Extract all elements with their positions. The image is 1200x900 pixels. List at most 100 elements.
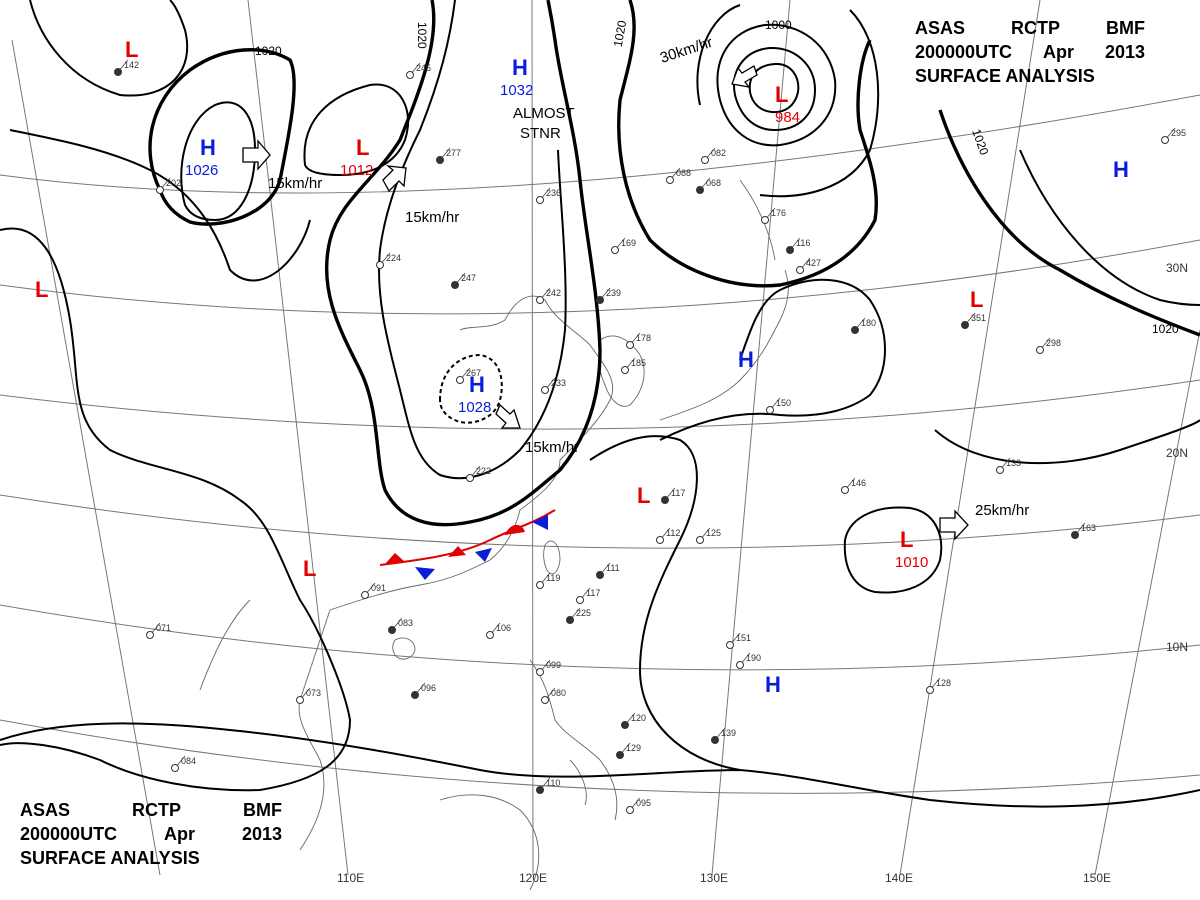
station-pressure-label: 202	[166, 178, 181, 188]
station-circle-icon	[361, 591, 369, 599]
motion-arrow-icon	[382, 165, 407, 193]
station-pressure-label: 142	[124, 60, 139, 70]
station-circle-icon	[406, 71, 414, 79]
pressure-systems: L H 1026 L 1012 H 1032 L 984 H L L H 102…	[35, 37, 1129, 697]
station-circle-icon	[536, 296, 544, 304]
office-label: BMF	[242, 800, 282, 820]
stationary-front	[379, 509, 556, 580]
datetime-label: 200000UTC	[915, 42, 1013, 62]
isobar-label: 1020	[255, 44, 282, 58]
coastline-taiwan	[543, 540, 561, 575]
isobar-line	[303, 83, 410, 177]
station-circle-icon	[851, 326, 859, 334]
isobar-line	[180, 101, 257, 222]
station-plot: 111	[596, 562, 620, 579]
station-pressure-label: 120	[631, 713, 646, 723]
station-plot: 267	[456, 367, 481, 384]
isobar-line	[9, 129, 311, 282]
station-plot: 128	[926, 677, 951, 694]
coastline-philippines	[529, 659, 618, 821]
station-plot: 224	[376, 252, 401, 269]
low-pressure-marker: L	[637, 483, 650, 508]
station-circle-icon	[576, 596, 584, 604]
graticule	[0, 0, 1200, 876]
station-circle-icon	[541, 696, 549, 704]
high-pressure-marker: H	[469, 372, 485, 397]
station-plot: 178	[626, 332, 651, 349]
station-circle-icon	[536, 668, 544, 676]
meridian-line	[711, 0, 791, 876]
station-pressure-label: 239	[606, 288, 621, 298]
longitude-label: 150E	[1083, 871, 1111, 885]
warm-front-symbol	[385, 553, 405, 564]
station-circle-icon	[696, 186, 704, 194]
parallel-line	[0, 719, 1200, 794]
motion-speed-label: 15km/hr	[405, 209, 459, 226]
station-circle-icon	[456, 376, 464, 384]
station-circle-icon	[621, 366, 629, 374]
office-label: BMF	[1105, 18, 1145, 38]
header-row-source: ASAS RCTP BMF	[20, 798, 282, 822]
station-plot: 233	[541, 377, 566, 394]
annotation-almost: ALMOST	[513, 105, 575, 122]
station-plot: 082	[701, 147, 726, 164]
isobar-line	[934, 419, 1200, 465]
station-plot: 133	[996, 457, 1021, 474]
high-pressure-value: 1026	[185, 162, 218, 179]
station-circle-icon	[761, 216, 769, 224]
isobar-line	[938, 109, 1200, 337]
station-pressure-label: 117	[586, 588, 600, 598]
station-plot: 096	[411, 682, 436, 699]
station-plot: 071	[146, 622, 171, 639]
station-circle-icon	[926, 686, 934, 694]
isobar-label: 1000	[765, 18, 792, 32]
station-pressure-label: 190	[746, 653, 761, 663]
station-plot: 298	[1036, 337, 1061, 354]
isobar-line	[716, 23, 837, 147]
low-pressure-marker: L	[775, 82, 788, 107]
station-circle-icon	[841, 486, 849, 494]
isobar-line	[696, 4, 880, 198]
header-row-time: 200000UTC Apr 2013	[915, 40, 1145, 64]
warm-front-symbol	[505, 524, 525, 535]
station-plot: 139	[711, 727, 736, 744]
station-circle-icon	[796, 266, 804, 274]
coordinate-labels: 110E 120E 130E 140E 150E 30N 20N 10N	[337, 261, 1188, 885]
low-pressure-marker: L	[970, 287, 983, 312]
station-circle-icon	[626, 341, 634, 349]
isobar-line	[617, 0, 879, 288]
station-plot: 222	[466, 465, 491, 482]
station-pressure-label: 150	[776, 398, 791, 408]
longitude-label: 140E	[885, 871, 913, 885]
year-label: 2013	[1104, 42, 1145, 62]
station-pressure-label: 084	[181, 756, 196, 766]
station-circle-icon	[536, 786, 544, 794]
motion-arrow-icon	[242, 139, 271, 171]
isobar-line	[324, 0, 602, 527]
station-plot: 125	[696, 527, 721, 544]
annotation-stnr: STNR	[520, 125, 561, 142]
station-pressure-label: 133	[1006, 458, 1021, 468]
station-pressure-label: 091	[371, 583, 386, 593]
station-circle-icon	[621, 721, 629, 729]
station-plot: 202	[156, 177, 181, 194]
station-pressure-label: 099	[546, 660, 561, 670]
parallel-line	[0, 239, 1200, 315]
station-plot: 225	[566, 607, 591, 624]
station-pressure-label: 295	[1171, 128, 1186, 138]
station-pressure-label: 178	[636, 333, 651, 343]
meridian-line	[531, 0, 534, 876]
station-pressure-label: 351	[971, 313, 986, 323]
station-circle-icon	[376, 261, 384, 269]
station-plot: 169	[611, 237, 636, 254]
station-circle-icon	[171, 764, 179, 772]
chart-title: SURFACE ANALYSIS	[20, 848, 200, 868]
motion-arrows	[242, 65, 969, 541]
station-label: RCTP	[132, 800, 181, 820]
station-circle-icon	[1036, 346, 1044, 354]
station-pressure-label: 224	[386, 253, 401, 263]
station-circle-icon	[486, 631, 494, 639]
station-plot: 190	[736, 652, 761, 669]
station-plot: 120	[621, 712, 646, 729]
parallel-line	[0, 494, 1200, 549]
